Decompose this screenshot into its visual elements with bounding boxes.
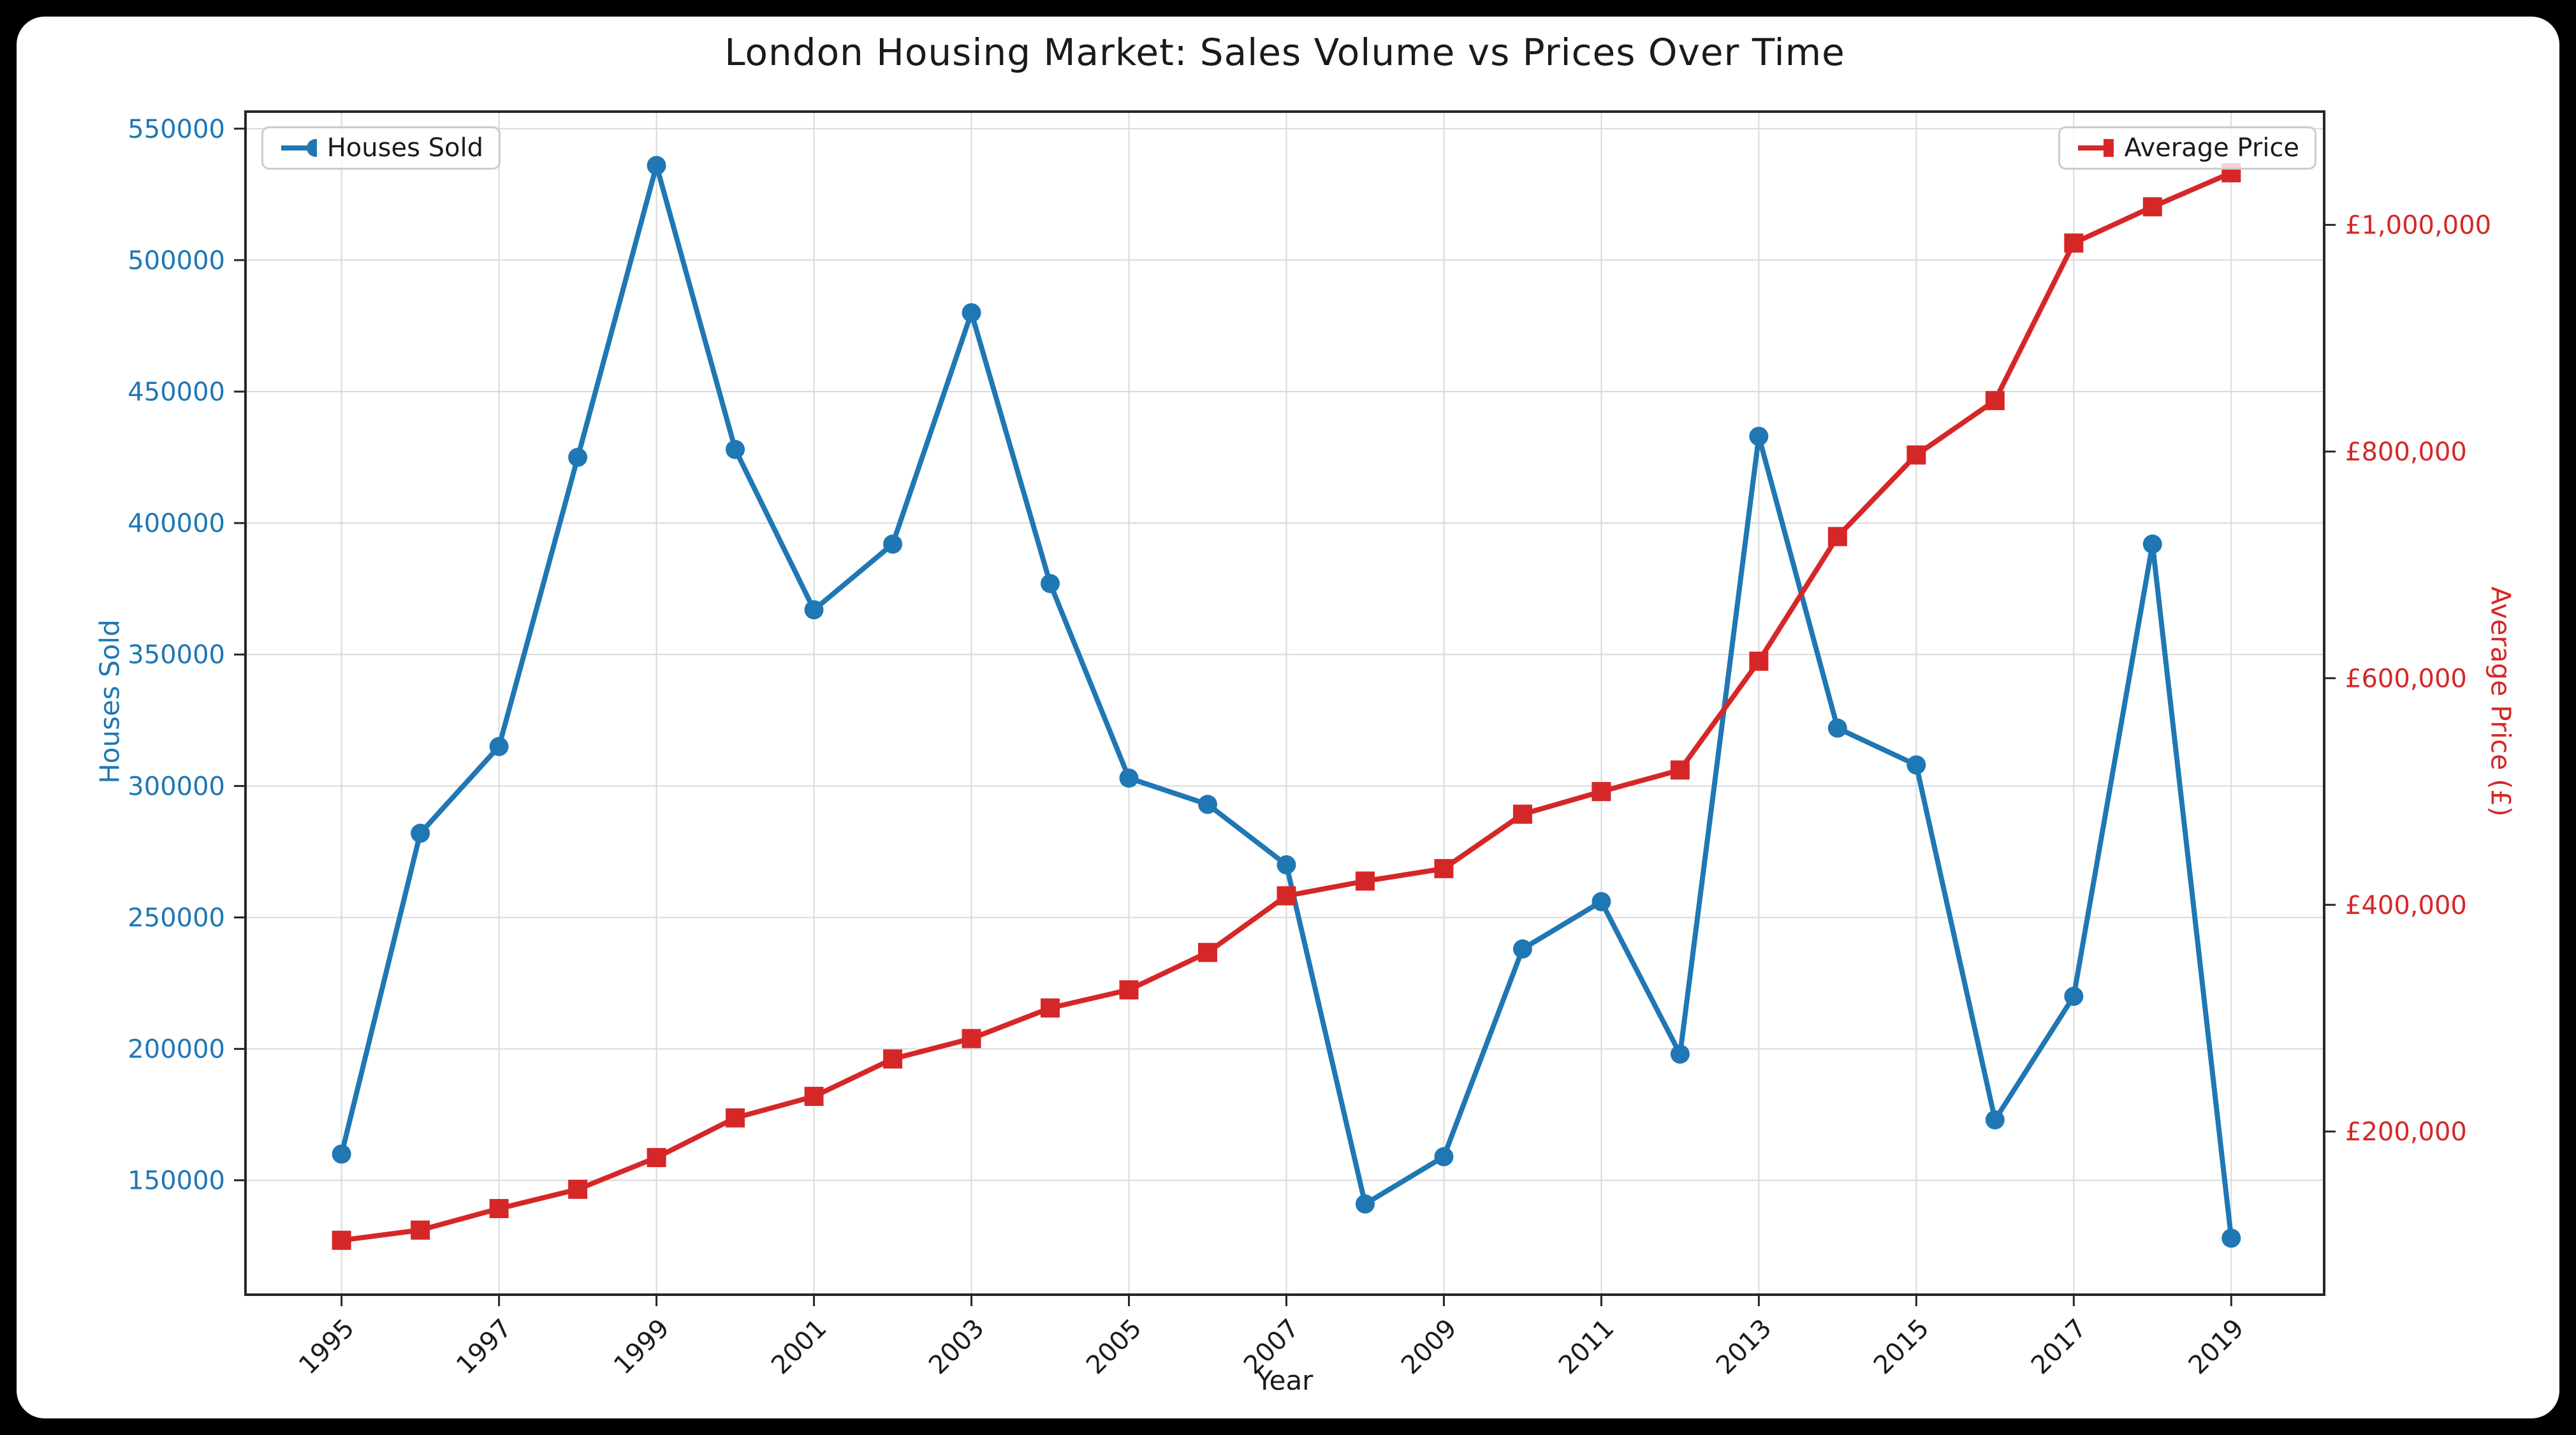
houses-sold-point-2000 bbox=[726, 439, 745, 459]
left-tick-label: 400000 bbox=[128, 509, 225, 538]
left-tick-label: 450000 bbox=[128, 378, 225, 407]
left-tick-label: 200000 bbox=[128, 1035, 225, 1064]
average-price-point-2000 bbox=[726, 1108, 745, 1128]
average-price-point-2007 bbox=[1277, 886, 1296, 906]
average-price-point-2002 bbox=[883, 1049, 903, 1069]
houses-sold-point-2002 bbox=[883, 534, 903, 554]
average-price-point-1996 bbox=[411, 1220, 430, 1240]
houses-sold-point-2001 bbox=[804, 600, 824, 620]
average-price-point-2006 bbox=[1197, 943, 1217, 962]
right-tick-label: £800,000 bbox=[2345, 438, 2467, 467]
average-price-point-2016 bbox=[1985, 391, 2005, 411]
average-price-point-2005 bbox=[1119, 980, 1139, 1000]
right-tick-label: £200,000 bbox=[2345, 1117, 2467, 1147]
left-tick-label: 500000 bbox=[128, 246, 225, 276]
left-y-axis-label: Houses Sold bbox=[94, 619, 126, 784]
left-tick-label: 550000 bbox=[128, 115, 225, 144]
legend-houses-sold-label: Houses Sold bbox=[326, 133, 483, 163]
houses-sold-point-2013 bbox=[1749, 427, 1769, 446]
average-price-point-1999 bbox=[647, 1148, 666, 1168]
houses-sold-point-2018 bbox=[2142, 534, 2162, 554]
x-axis-label: Year bbox=[1256, 1365, 1314, 1396]
houses-sold-point-1999 bbox=[647, 156, 666, 175]
houses-sold-point-2003 bbox=[962, 303, 981, 323]
legend-houses-sold: Houses Sold bbox=[261, 126, 501, 170]
average-price-point-2012 bbox=[1670, 760, 1690, 780]
right-tick-label: £600,000 bbox=[2345, 664, 2467, 693]
average-price-point-2003 bbox=[962, 1029, 981, 1049]
left-tick-label: 250000 bbox=[128, 903, 225, 932]
average-price-point-2014 bbox=[1827, 527, 1847, 547]
houses-sold-point-2006 bbox=[1197, 795, 1217, 814]
legend-average-price-label: Average Price bbox=[2124, 133, 2299, 163]
houses-sold-point-2015 bbox=[1906, 755, 1926, 775]
right-tick-label: £400,000 bbox=[2345, 891, 2467, 920]
houses-sold-point-1998 bbox=[568, 448, 588, 467]
average-price-point-1998 bbox=[568, 1179, 588, 1199]
houses-sold-point-1996 bbox=[411, 823, 430, 843]
average-price-point-2013 bbox=[1749, 651, 1769, 671]
houses-sold-point-2009 bbox=[1434, 1147, 1454, 1166]
houses-sold-point-2012 bbox=[1670, 1044, 1690, 1064]
houses-sold-point-1997 bbox=[489, 737, 509, 756]
average-price-point-2011 bbox=[1592, 782, 1611, 802]
houses-sold-point-2014 bbox=[1827, 718, 1847, 738]
left-tick-label: 300000 bbox=[128, 772, 225, 801]
houses-sold-point-2008 bbox=[1355, 1194, 1375, 1214]
houses-sold-point-2019 bbox=[2221, 1228, 2241, 1248]
houses-sold-point-1995 bbox=[332, 1144, 351, 1164]
average-price-point-1995 bbox=[332, 1230, 351, 1250]
average-price-point-2009 bbox=[1434, 858, 1454, 878]
right-tick-label: £1,000,000 bbox=[2345, 211, 2491, 240]
houses-sold-point-2010 bbox=[1512, 939, 1532, 959]
legend-average-price: Average Price bbox=[2058, 126, 2316, 170]
figure-background bbox=[17, 17, 2559, 1418]
average-price-point-2010 bbox=[1512, 804, 1532, 824]
houses-sold-point-2005 bbox=[1119, 768, 1139, 788]
axes-spines bbox=[244, 110, 2325, 1296]
houses-sold-point-2017 bbox=[2064, 987, 2084, 1006]
right-y-axis-label: Average Price (£) bbox=[2485, 586, 2517, 817]
houses-sold-point-2011 bbox=[1592, 892, 1611, 911]
average-price-point-1997 bbox=[489, 1198, 509, 1218]
houses-sold-point-2016 bbox=[1985, 1110, 2005, 1130]
average-price-point-2017 bbox=[2064, 233, 2084, 253]
left-tick-label: 150000 bbox=[128, 1166, 225, 1196]
legend-average-price-marker-icon bbox=[2078, 139, 2114, 157]
average-price-point-2018 bbox=[2142, 197, 2162, 217]
houses-sold-point-2004 bbox=[1041, 573, 1060, 593]
average-price-point-2008 bbox=[1355, 871, 1375, 891]
left-tick-label: 350000 bbox=[128, 640, 225, 670]
average-price-point-2004 bbox=[1041, 998, 1060, 1018]
average-price-point-2001 bbox=[804, 1087, 824, 1107]
houses-sold-point-2007 bbox=[1277, 855, 1296, 875]
average-price-point-2015 bbox=[1906, 445, 1926, 465]
legend-houses-sold-marker-icon bbox=[281, 139, 317, 157]
chart-title: London Housing Market: Sales Volume vs P… bbox=[724, 31, 1845, 74]
